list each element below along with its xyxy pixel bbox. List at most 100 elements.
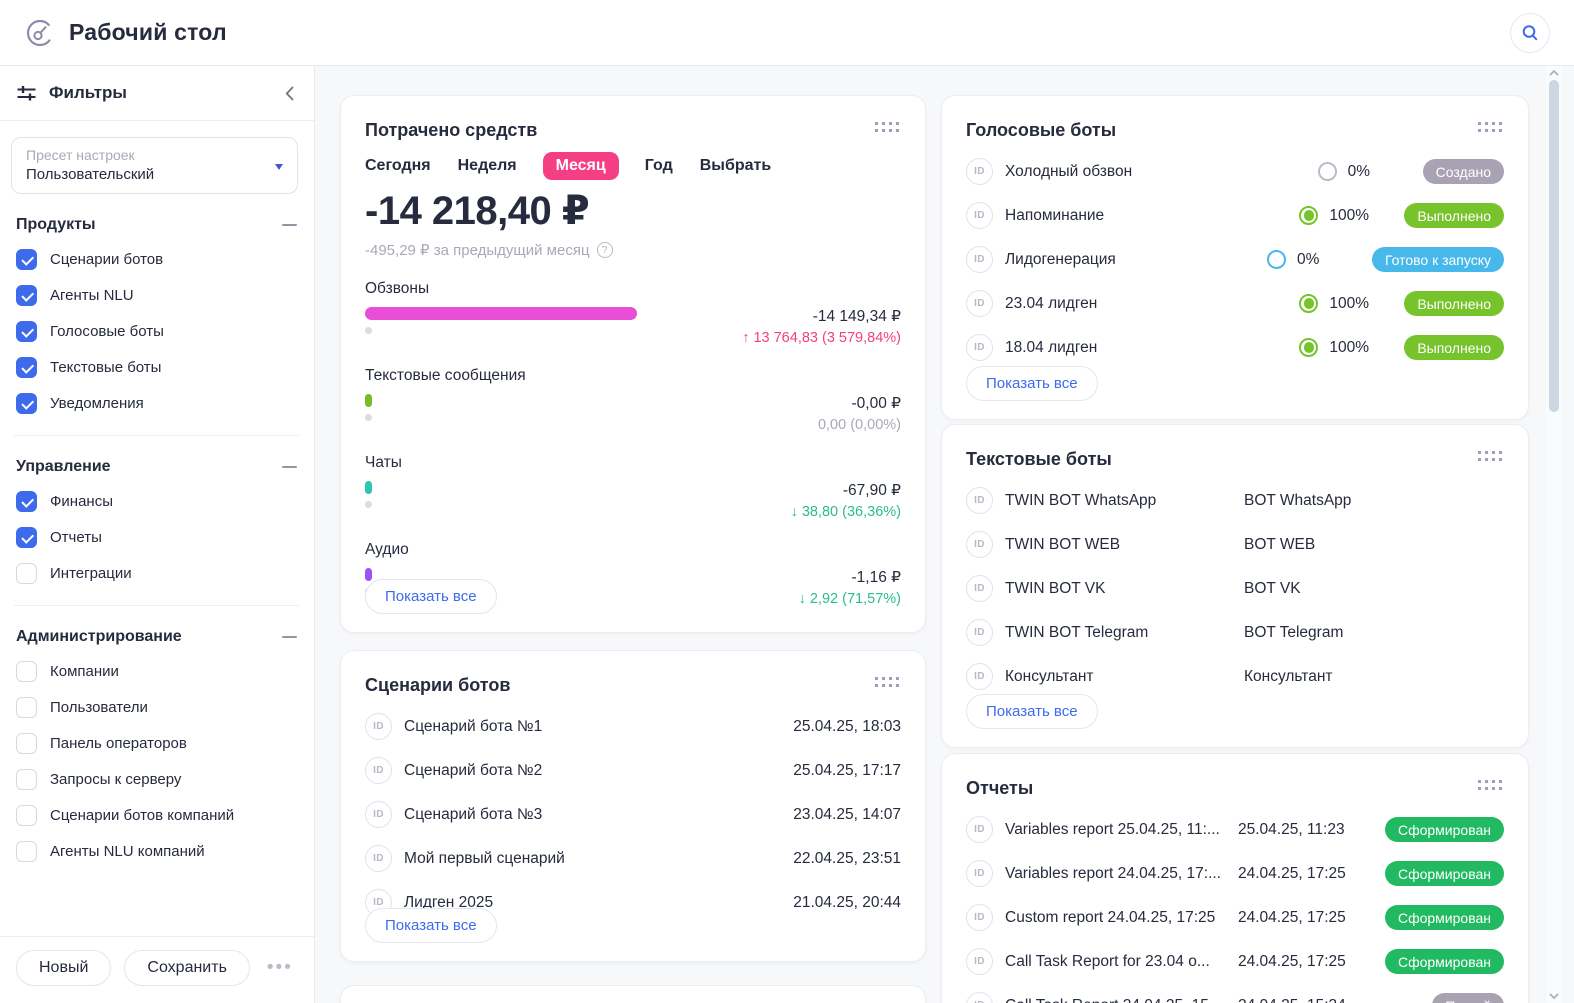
spend-bar <box>365 568 372 581</box>
filter-item-notifications[interactable]: Уведомления <box>16 393 297 414</box>
text-bot-row[interactable]: ID Консультант Консультант <box>966 663 1504 690</box>
filter-item-integrations[interactable]: Интеграции <box>16 563 297 584</box>
scenario-name: Сценарий бота №1 <box>404 717 543 735</box>
filter-item-company-bot-scenarios[interactable]: Сценарии ботов компаний <box>16 805 297 826</box>
section-title: Управление <box>16 458 111 475</box>
card-spent-funds: Потрачено средств Сегодня Неделя Месяц Г… <box>340 95 926 633</box>
checkbox[interactable] <box>16 285 37 306</box>
checkbox[interactable] <box>16 661 37 682</box>
new-preset-button[interactable]: Новый <box>16 950 112 986</box>
checkbox[interactable] <box>16 393 37 414</box>
id-badge-icon: ID <box>966 948 993 975</box>
drag-handle-icon[interactable] <box>1478 122 1504 132</box>
filter-item-users[interactable]: Пользователи <box>16 697 297 718</box>
filter-item-voice-bots[interactable]: Голосовые боты <box>16 321 297 342</box>
text-bot-row[interactable]: ID TWIN BOT WEB BOT WEB <box>966 531 1504 558</box>
show-all-button[interactable]: Показать все <box>966 694 1098 729</box>
filter-section-management: Управление Финансы Отчеты Интеграции <box>0 458 314 584</box>
previous-period-dot <box>365 327 372 334</box>
voice-bot-row[interactable]: ID 18.04 лидген 100% Выполнено <box>966 334 1504 361</box>
show-all-button[interactable]: Показать все <box>365 579 497 614</box>
checkbox-label: Отчеты <box>50 529 102 546</box>
drag-handle-icon[interactable] <box>1478 780 1504 790</box>
voice-bot-row[interactable]: ID Холодный обзвон 0% Создано <box>966 158 1504 185</box>
show-all-button[interactable]: Показать все <box>966 366 1098 401</box>
checkbox[interactable] <box>16 733 37 754</box>
tab-year[interactable]: Год <box>644 157 673 174</box>
report-row[interactable]: ID Call Task Report for 23.04 o... 24.04… <box>966 948 1504 975</box>
filter-item-reports[interactable]: Отчеты <box>16 527 297 548</box>
checkbox[interactable] <box>16 527 37 548</box>
collapse-section-icon[interactable] <box>282 224 297 226</box>
id-badge-icon: ID <box>966 334 993 361</box>
voice-bot-row[interactable]: ID 23.04 лидген 100% Выполнено <box>966 290 1504 317</box>
scenario-date: 21.04.25, 20:44 <box>793 893 901 911</box>
tab-today[interactable]: Сегодня <box>365 157 431 174</box>
report-name: Variables report 24.04.25, 17:... <box>1005 864 1221 882</box>
previous-period-dot <box>365 501 372 508</box>
scenario-row[interactable]: ID Сценарий бота №1 25.04.25, 18:03 <box>365 713 901 740</box>
checkbox[interactable] <box>16 249 37 270</box>
filter-item-finance[interactable]: Финансы <box>16 491 297 512</box>
checkbox[interactable] <box>16 697 37 718</box>
help-icon[interactable]: ? <box>596 242 613 258</box>
drag-handle-icon[interactable] <box>875 122 901 132</box>
scenario-row[interactable]: ID Сценарий бота №2 25.04.25, 17:17 <box>365 757 901 784</box>
checkbox[interactable] <box>16 841 37 862</box>
scrollbar-thumb[interactable] <box>1549 80 1559 412</box>
collapse-section-icon[interactable] <box>282 466 297 468</box>
checkbox[interactable] <box>16 563 37 584</box>
vertical-scrollbar[interactable] <box>1546 66 1562 1003</box>
more-options-icon[interactable]: ••• <box>266 957 293 978</box>
card-title: Голосовые боты <box>966 120 1117 140</box>
spend-row-text-messages: Текстовые сообщения -0,00 ₽ 0,00 (0,00%) <box>365 367 901 433</box>
scroll-down-icon[interactable] <box>1549 992 1559 1000</box>
filter-item-operator-panel[interactable]: Панель операторов <box>16 733 297 754</box>
voice-bot-row[interactable]: ID Напоминание 100% Выполнено <box>966 202 1504 229</box>
text-bot-row[interactable]: ID TWIN BOT VK BOT VK <box>966 575 1504 602</box>
filter-item-company-nlu-agents[interactable]: Агенты NLU компаний <box>16 841 297 862</box>
preset-select[interactable]: Пресет настроек Пользовательский <box>11 137 298 194</box>
filter-item-server-requests[interactable]: Запросы к серверу <box>16 769 297 790</box>
filter-item-nlu-agents[interactable]: Агенты NLU <box>16 285 297 306</box>
filter-item-text-bots[interactable]: Текстовые боты <box>16 357 297 378</box>
checkbox[interactable] <box>16 805 37 826</box>
report-name: Call Task Report 24.04.25, 15... <box>1005 997 1222 1003</box>
checkbox[interactable] <box>16 357 37 378</box>
filter-item-companies[interactable]: Компании <box>16 661 297 682</box>
checkbox[interactable] <box>16 769 37 790</box>
save-preset-button[interactable]: Сохранить <box>124 950 250 986</box>
drag-handle-icon[interactable] <box>1478 451 1504 461</box>
scroll-up-icon[interactable] <box>1549 69 1559 77</box>
tab-select-range[interactable]: Выбрать <box>699 157 772 174</box>
report-row[interactable]: ID Custom report 24.04.25, 17:25 24.04.2… <box>966 904 1504 931</box>
card-title: Сценарии ботов <box>365 675 511 695</box>
scenario-row[interactable]: ID Мой первый сценарий 22.04.25, 23:51 <box>365 845 901 872</box>
checkbox-label: Пользователи <box>50 699 148 716</box>
scenario-row[interactable]: ID Сценарий бота №3 23.04.25, 14:07 <box>365 801 901 828</box>
progress-percent: 0% <box>1296 250 1320 268</box>
report-row[interactable]: ID Variables report 25.04.25, 11:... 25.… <box>966 816 1504 843</box>
text-bot-row[interactable]: ID TWIN BOT Telegram BOT Telegram <box>966 619 1504 646</box>
tab-month[interactable]: Месяц <box>542 152 619 180</box>
report-row[interactable]: ID Variables report 24.04.25, 17:... 24.… <box>966 860 1504 887</box>
search-button[interactable] <box>1510 12 1550 53</box>
scenario-name: Сценарий бота №2 <box>404 761 543 779</box>
report-row[interactable]: ID Call Task Report 24.04.25, 15... 24.0… <box>966 992 1504 1003</box>
scenario-row[interactable]: ID Лидген 2025 21.04.25, 20:44 <box>365 889 901 916</box>
spend-change: ↓ 38,80 (36,36%) <box>790 504 901 520</box>
voice-bot-row[interactable]: ID Лидогенерация 0% Готово к запуску <box>966 246 1504 273</box>
collapse-section-icon[interactable] <box>282 636 297 638</box>
scenario-date: 25.04.25, 17:17 <box>793 761 901 779</box>
sidebar-collapse-button[interactable] <box>285 86 294 101</box>
text-bot-row[interactable]: ID TWIN BOT WhatsApp BOT WhatsApp <box>966 487 1504 514</box>
id-badge-icon: ID <box>966 860 993 887</box>
checkbox[interactable] <box>16 321 37 342</box>
checkbox[interactable] <box>16 491 37 512</box>
drag-handle-icon[interactable] <box>875 677 901 687</box>
filter-item-bot-scenarios[interactable]: Сценарии ботов <box>16 249 297 270</box>
show-all-button[interactable]: Показать все <box>365 908 497 943</box>
id-badge-icon: ID <box>966 619 993 646</box>
tab-week[interactable]: Неделя <box>457 157 517 174</box>
voice-bot-name: Холодный обзвон <box>1005 162 1133 180</box>
